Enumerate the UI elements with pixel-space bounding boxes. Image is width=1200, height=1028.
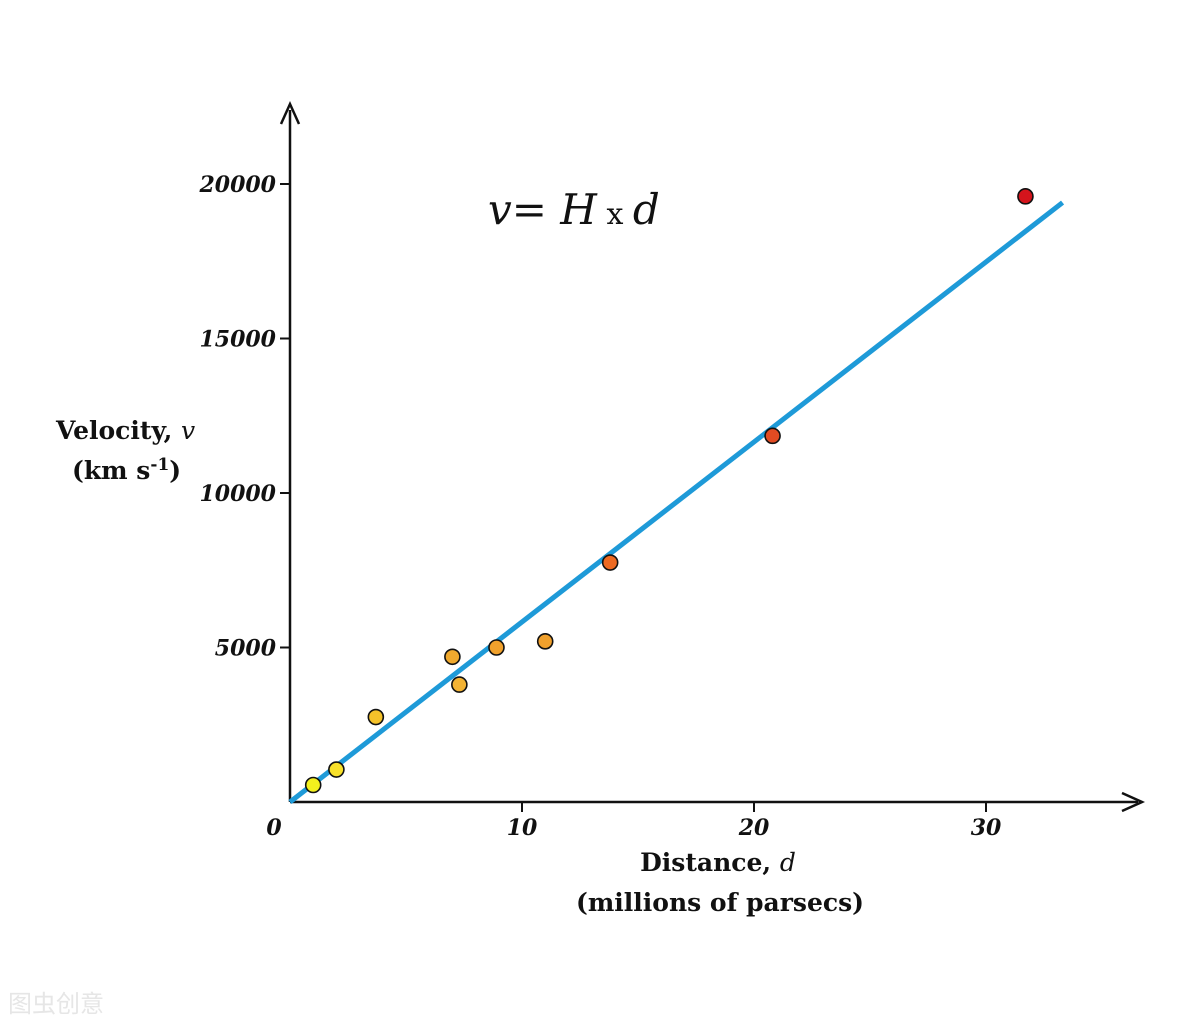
y-axis-arrow-icon bbox=[279, 100, 301, 125]
x-axis-title-var: d bbox=[780, 848, 796, 877]
x-tick-label: 20 bbox=[738, 815, 770, 841]
data-points bbox=[304, 188, 1034, 794]
data-point bbox=[601, 554, 619, 571]
x-axis-arrow-icon bbox=[1121, 791, 1146, 813]
data-point bbox=[1017, 188, 1034, 205]
y-tick-label: 10000 bbox=[199, 481, 276, 507]
axes bbox=[279, 100, 1146, 813]
formula-v: v bbox=[488, 185, 512, 234]
y-axis-title-var: v bbox=[181, 416, 195, 445]
data-point bbox=[764, 427, 781, 445]
data-point bbox=[328, 761, 345, 778]
y-axis-title-text: Velocity, bbox=[55, 416, 181, 445]
data-point bbox=[304, 776, 322, 794]
x-ticks: 0 10 20 30 bbox=[266, 802, 1002, 841]
y-axis-unit-close: ) bbox=[169, 456, 181, 485]
formula-d: d bbox=[633, 185, 660, 234]
data-point bbox=[444, 648, 461, 666]
data-point bbox=[451, 676, 468, 693]
watermark: 图虫创意 bbox=[8, 990, 104, 1018]
y-axis-unit-open: (km s bbox=[72, 456, 150, 485]
data-point bbox=[536, 633, 554, 650]
y-ticks: 5000 10000 15000 20000 bbox=[198, 172, 290, 662]
formula-equals: = bbox=[512, 185, 561, 234]
formula-times: x bbox=[597, 197, 633, 232]
y-axis-unit-sup: -1 bbox=[150, 455, 169, 475]
x-tick-label: 0 bbox=[266, 815, 282, 841]
x-axis-title-line2: (millions of parsecs) bbox=[576, 888, 864, 917]
data-point bbox=[367, 708, 385, 726]
x-tick-label: 10 bbox=[507, 815, 538, 841]
formula-h: H bbox=[559, 185, 598, 234]
y-tick-label: 15000 bbox=[199, 327, 276, 353]
y-axis-title-line1: Velocity, v bbox=[55, 416, 195, 445]
data-point bbox=[488, 639, 505, 656]
x-axis-title-line1: Distance, d bbox=[640, 848, 796, 877]
y-axis-title-line2: (km s-1) bbox=[72, 455, 181, 485]
x-axis-title-text: Distance, bbox=[640, 848, 780, 877]
fit-line bbox=[288, 200, 1065, 804]
y-tick-label: 5000 bbox=[215, 636, 277, 662]
y-tick-label: 20000 bbox=[198, 172, 276, 198]
formula: v= H x d bbox=[488, 185, 660, 234]
x-tick-label: 30 bbox=[971, 815, 1002, 841]
